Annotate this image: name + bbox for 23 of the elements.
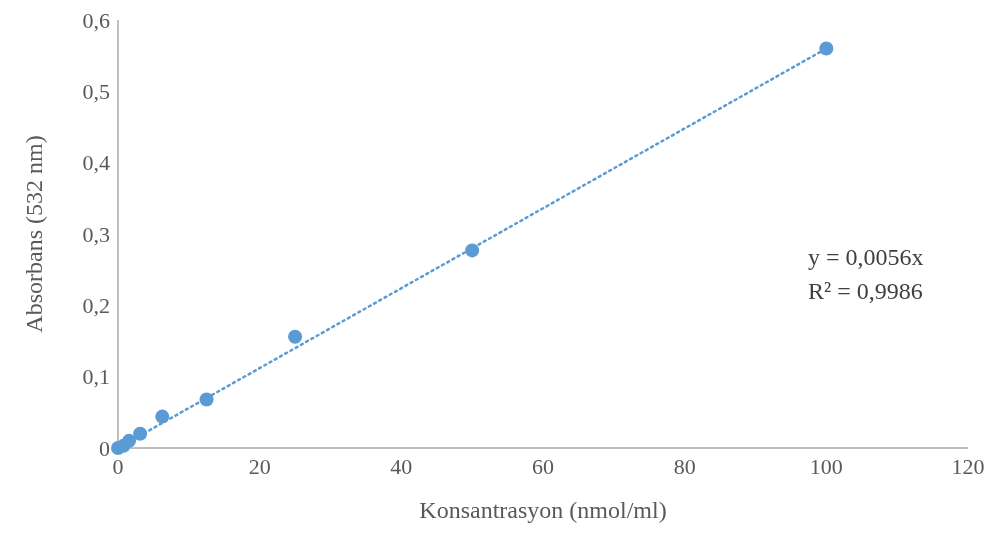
x-tick-label: 40 bbox=[390, 453, 413, 479]
point bbox=[465, 243, 480, 258]
x-tick-label: 120 bbox=[951, 453, 985, 479]
point bbox=[199, 392, 214, 407]
x-tick-label: 60 bbox=[532, 453, 554, 479]
point bbox=[288, 329, 303, 344]
y-tick-label: 0,3 bbox=[82, 221, 110, 247]
annotation: y = 0,0056x R² = 0,9986 bbox=[808, 243, 924, 306]
point bbox=[819, 41, 834, 56]
x-tick-label: 20 bbox=[248, 453, 271, 479]
x-tick-label: 100 bbox=[809, 453, 843, 479]
point bbox=[155, 409, 170, 424]
y-tick-label: 0,4 bbox=[82, 150, 110, 176]
y-tick-label: 0,1 bbox=[82, 364, 110, 390]
y-tick-label: 0,2 bbox=[82, 293, 110, 319]
y-tick-label: 0 bbox=[99, 435, 110, 461]
point bbox=[133, 426, 148, 441]
y-tick-label: 0,5 bbox=[82, 79, 110, 105]
x-axis-title: Konsantrasyon (nmol/ml) bbox=[419, 497, 667, 523]
y-axis-title: Absorbans (532 nm) bbox=[20, 135, 47, 333]
point bbox=[122, 433, 137, 448]
y-tick-label: 0,6 bbox=[82, 7, 110, 33]
x-tick-label: 80 bbox=[673, 453, 696, 479]
